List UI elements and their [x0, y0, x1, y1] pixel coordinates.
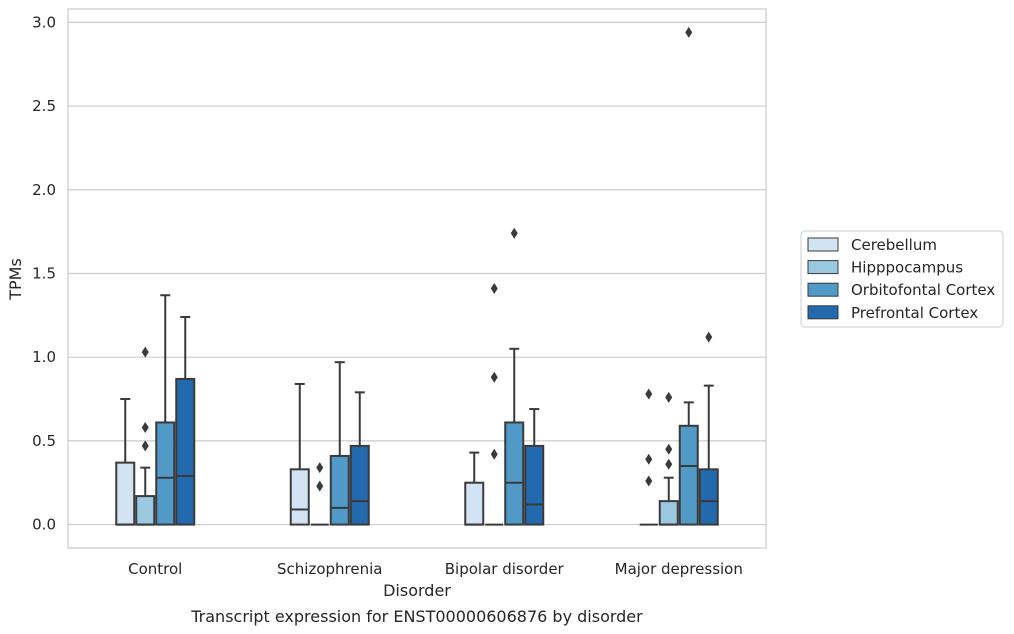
y-tick-label: 2.0 [32, 181, 56, 199]
box-body [678, 424, 699, 526]
box-element [524, 408, 545, 526]
series-hipppocampus [135, 283, 679, 526]
y-tick-label: 1.0 [32, 348, 56, 366]
x-tick-label: Major depression [615, 560, 743, 578]
box-element [289, 382, 310, 526]
box-body [329, 454, 350, 526]
legend-label: Orbitofontal Cortex [851, 281, 995, 299]
outlier-point [645, 453, 653, 465]
box-body [175, 377, 196, 526]
box-body [155, 421, 176, 526]
y-tick-label: 1.5 [32, 264, 56, 282]
y-tick-label: 3.0 [32, 13, 56, 31]
box-body [658, 500, 679, 526]
outlier-point [141, 421, 149, 433]
series-orbitofontal-cortex [155, 26, 699, 526]
outlier-point [316, 480, 324, 492]
y-tick-label: 2.5 [32, 97, 56, 115]
x-tick-label: Bipolar disorder [445, 560, 565, 578]
x-tick-label: Schizophrenia [277, 560, 382, 578]
box-body [524, 444, 545, 526]
box-body [464, 481, 485, 526]
chart-caption: Transcript expression for ENST0000060687… [190, 607, 643, 626]
series-prefrontal-cortex [175, 316, 719, 526]
legend-label: Hipppocampus [851, 259, 963, 277]
x-axis-ticks: Control Schizophrenia Bipolar disorder Majo… [128, 560, 743, 578]
outlier-point [685, 26, 693, 38]
legend: Cerebellum Hipppocampus Orbitofontal Corte… [800, 230, 1004, 328]
outlier-point [490, 448, 498, 460]
outlier-point [705, 331, 713, 343]
x-tick-label: Control [128, 560, 182, 578]
y-tick-label: 0.0 [32, 516, 56, 534]
box-element [115, 398, 136, 526]
legend-swatch [807, 237, 839, 252]
outlier-point [490, 283, 498, 295]
y-axis-ticks: 0.0 0.5 1.0 1.5 2.0 2.5 3.0 [32, 13, 56, 533]
plot-frame [67, 8, 767, 549]
box-element [464, 451, 485, 526]
box-element [678, 26, 699, 526]
box-body [504, 421, 525, 526]
box-element [135, 346, 156, 526]
outlier-point [141, 440, 149, 452]
legend-swatch [807, 305, 839, 320]
box-element [175, 316, 196, 526]
box-element [698, 331, 719, 526]
box-element [639, 388, 658, 526]
x-axis-title: Disorder [383, 581, 451, 600]
box-element [485, 283, 504, 526]
outlier-point [645, 388, 653, 400]
box-body [698, 468, 719, 526]
series-cerebellum [115, 382, 658, 526]
outlier-point [665, 458, 673, 470]
box-element [658, 391, 679, 526]
outlier-point [316, 462, 324, 474]
box-body [349, 444, 370, 526]
legend-label: Prefrontal Cortex [851, 304, 978, 322]
outlier-point [141, 346, 149, 358]
outlier-point [665, 391, 673, 403]
box-body [115, 461, 136, 526]
box-element [349, 391, 370, 526]
legend-swatch [807, 282, 839, 297]
box-body [135, 495, 156, 526]
legend-swatch [807, 260, 839, 275]
box-element [504, 227, 525, 526]
box-element [155, 294, 176, 526]
box-element [329, 361, 350, 526]
outlier-point [490, 371, 498, 383]
box-body [289, 468, 310, 526]
legend-label: Cerebellum [851, 236, 937, 254]
box-element [310, 462, 329, 526]
box-series-layer [115, 26, 719, 526]
outlier-point [645, 475, 653, 487]
legend-frame [800, 230, 1004, 328]
y-axis-title: TPMs [6, 258, 25, 301]
outlier-point [665, 443, 673, 455]
outlier-point [510, 227, 518, 239]
y-tick-label: 0.5 [32, 432, 56, 450]
